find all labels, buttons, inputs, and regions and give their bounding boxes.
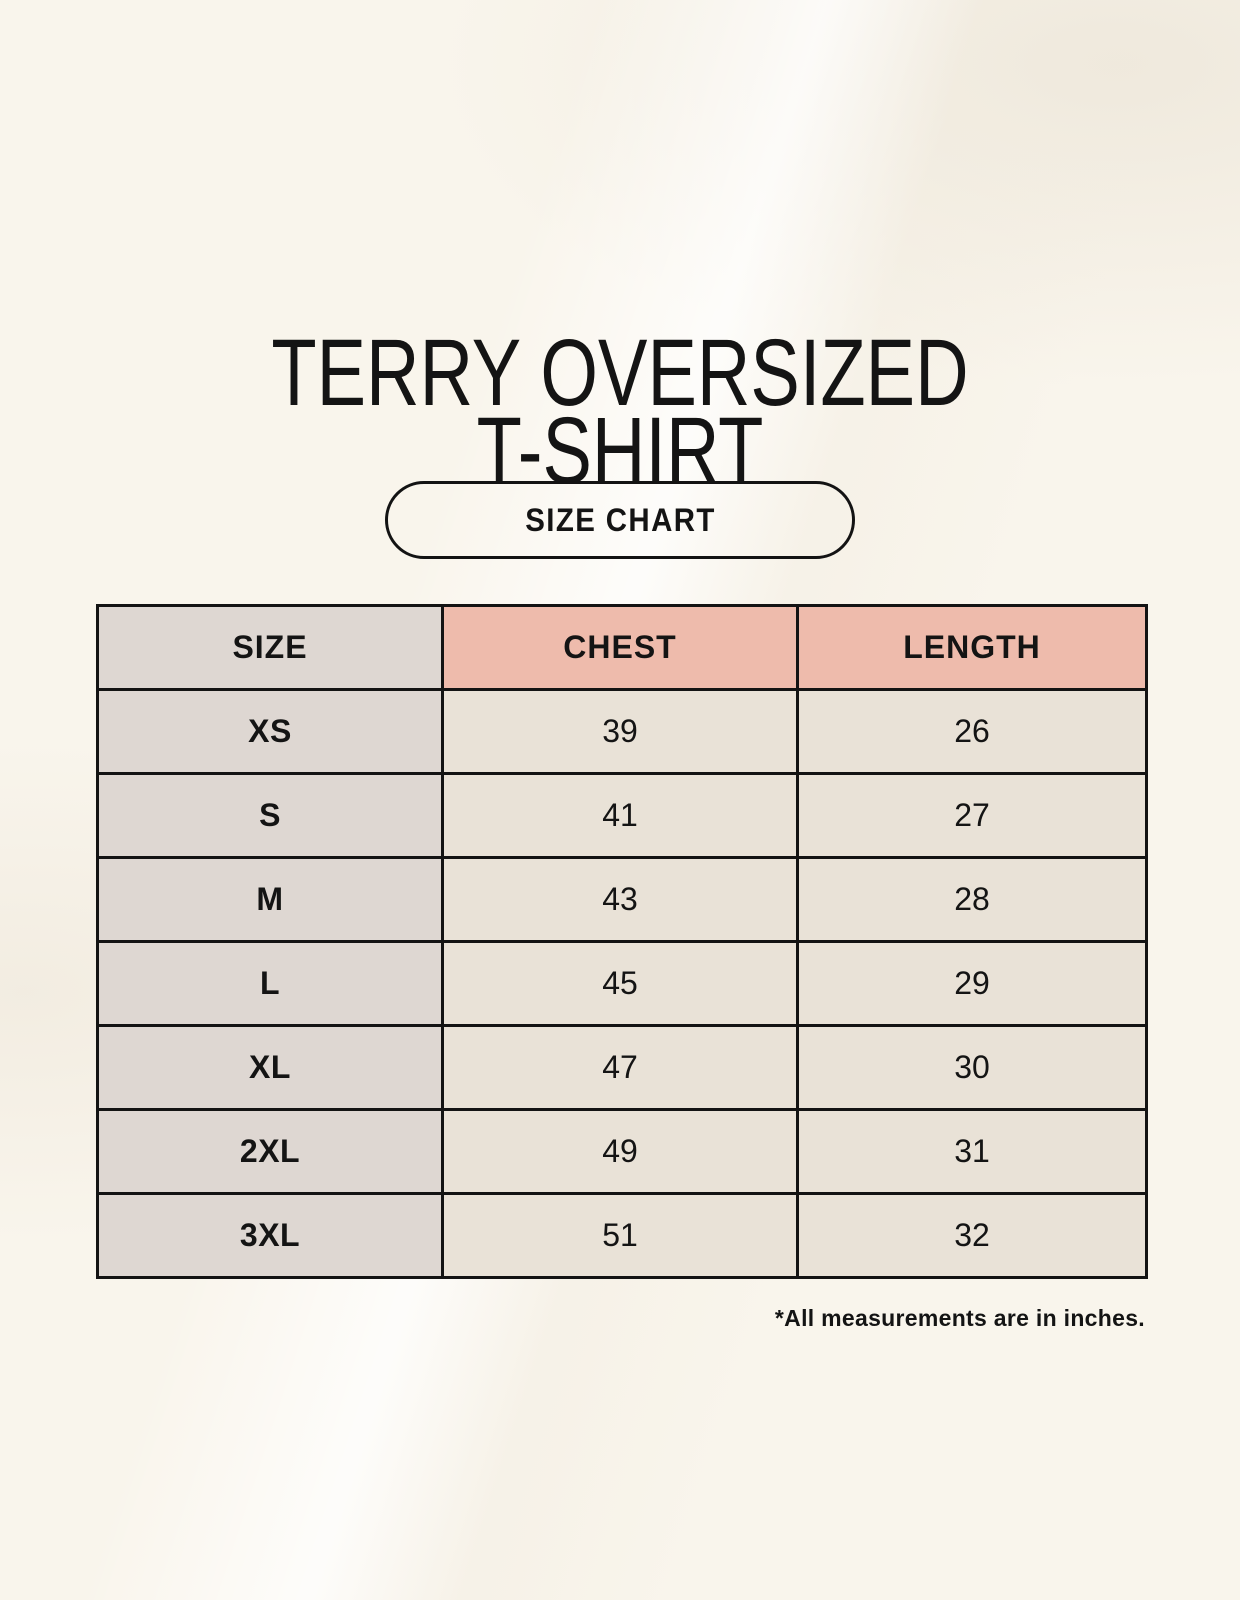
table-row: L 45 29 xyxy=(96,940,1148,1027)
chest-cell: 39 xyxy=(441,688,799,775)
measurements-note: *All measurements are in inches. xyxy=(774,1305,1145,1331)
table-header-row: SIZE CHEST LENGTH xyxy=(96,604,1148,691)
table-row: XS 39 26 xyxy=(96,688,1148,775)
chest-cell: 43 xyxy=(441,856,799,943)
chest-cell: 41 xyxy=(441,772,799,859)
page-title-line-2: T-SHIRT xyxy=(476,397,764,504)
length-cell: 30 xyxy=(796,1024,1148,1111)
page-title-line-1: TERRY OVERSIZED xyxy=(271,319,969,426)
size-cell: M xyxy=(96,856,444,943)
size-cell: XL xyxy=(96,1024,444,1111)
page-title: TERRY OVERSIZED T-SHIRT xyxy=(0,319,1240,504)
size-cell: 3XL xyxy=(96,1192,444,1279)
size-cell: XS xyxy=(96,688,444,775)
length-cell: 28 xyxy=(796,856,1148,943)
chest-cell: 45 xyxy=(441,940,799,1027)
chest-cell: 47 xyxy=(441,1024,799,1111)
header-length: LENGTH xyxy=(796,604,1148,691)
length-cell: 31 xyxy=(796,1108,1148,1195)
size-chart-button-label: SIZE CHART xyxy=(524,501,716,538)
chest-cell: 49 xyxy=(441,1108,799,1195)
table-row: M 43 28 xyxy=(96,856,1148,943)
header-chest: CHEST xyxy=(441,604,799,691)
table-row: 3XL 51 32 xyxy=(96,1192,1148,1279)
chest-cell: 51 xyxy=(441,1192,799,1279)
length-cell: 27 xyxy=(796,772,1148,859)
table-row: S 41 27 xyxy=(96,772,1148,859)
header-size: SIZE xyxy=(96,604,444,691)
table-row: 2XL 49 31 xyxy=(96,1108,1148,1195)
size-cell: S xyxy=(96,772,444,859)
size-chart-button[interactable]: SIZE CHART xyxy=(385,481,855,559)
table-row: XL 47 30 xyxy=(96,1024,1148,1111)
size-table: SIZE CHEST LENGTH XS 39 26 S 41 27 M 43 … xyxy=(96,604,1148,1279)
length-cell: 29 xyxy=(796,940,1148,1027)
length-cell: 32 xyxy=(796,1192,1148,1279)
size-cell: L xyxy=(96,940,444,1027)
size-cell: 2XL xyxy=(96,1108,444,1195)
length-cell: 26 xyxy=(796,688,1148,775)
